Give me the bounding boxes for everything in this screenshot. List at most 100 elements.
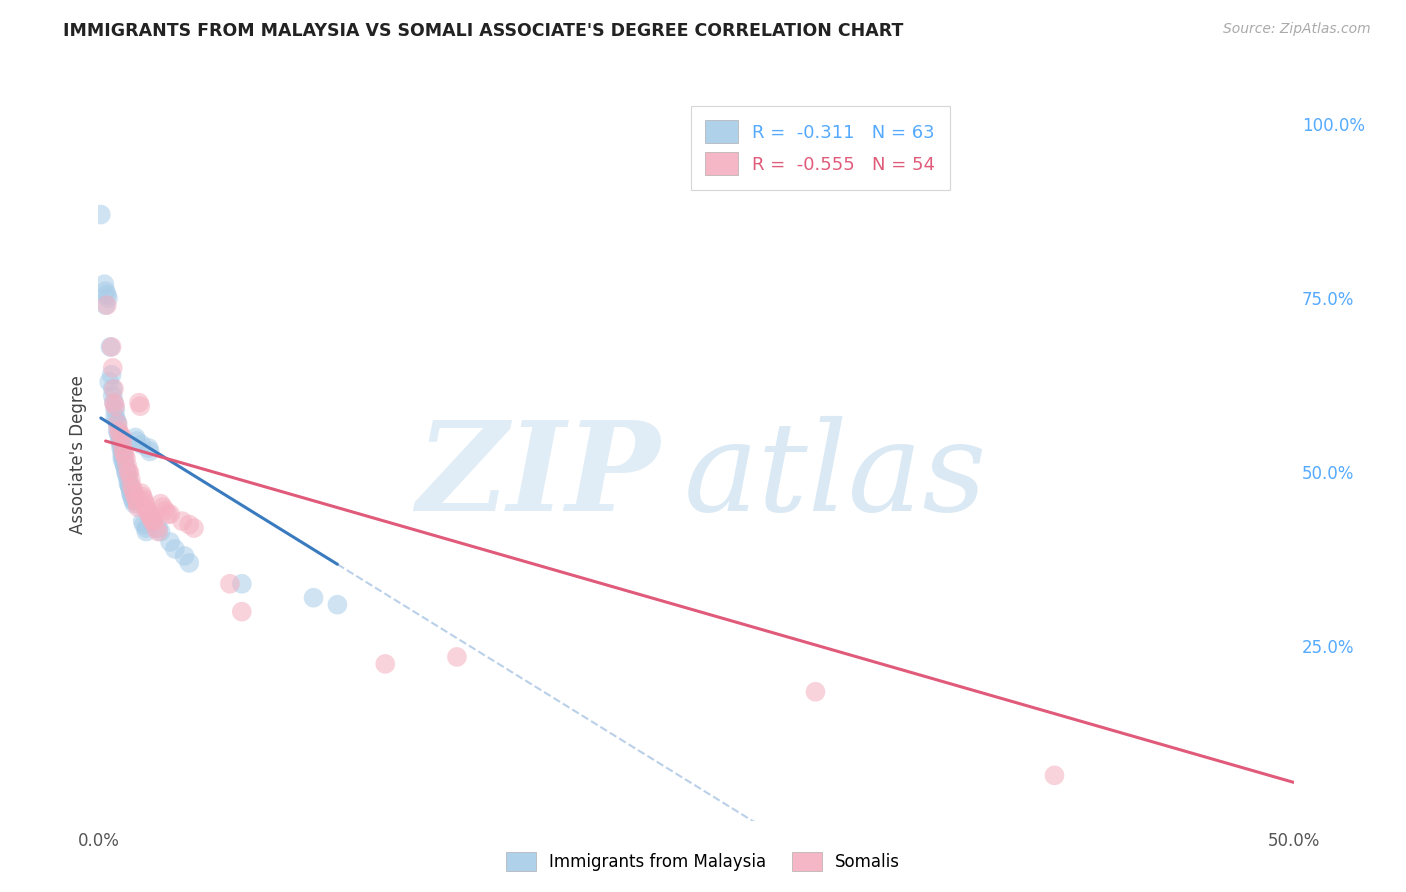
Point bbox=[135, 500, 157, 515]
Point bbox=[132, 493, 155, 508]
Point bbox=[148, 524, 170, 539]
Point bbox=[446, 649, 468, 664]
Point bbox=[128, 395, 150, 409]
Point bbox=[139, 444, 162, 458]
Point bbox=[101, 389, 124, 403]
Point bbox=[101, 382, 124, 396]
Point bbox=[231, 605, 253, 619]
Point bbox=[115, 462, 138, 476]
Point bbox=[149, 497, 172, 511]
Point bbox=[111, 451, 134, 466]
Point bbox=[131, 514, 153, 528]
Point bbox=[139, 510, 162, 524]
Point bbox=[163, 541, 186, 556]
Point bbox=[159, 507, 181, 521]
Point bbox=[107, 424, 129, 438]
Point bbox=[122, 493, 145, 508]
Point bbox=[159, 535, 181, 549]
Point bbox=[122, 483, 145, 497]
Point bbox=[124, 497, 146, 511]
Point bbox=[115, 466, 138, 480]
Point bbox=[114, 458, 136, 473]
Point bbox=[134, 497, 156, 511]
Point bbox=[108, 427, 131, 442]
Legend: R =  -0.311   N = 63, R =  -0.555   N = 54: R = -0.311 N = 63, R = -0.555 N = 54 bbox=[690, 105, 950, 190]
Point bbox=[101, 360, 124, 375]
Point bbox=[149, 524, 172, 539]
Point bbox=[112, 451, 135, 466]
Point bbox=[124, 430, 146, 444]
Point bbox=[118, 479, 141, 493]
Point bbox=[124, 490, 146, 504]
Point bbox=[115, 458, 138, 473]
Point bbox=[124, 486, 146, 500]
Point bbox=[139, 507, 162, 521]
Point bbox=[145, 521, 167, 535]
Point bbox=[231, 576, 253, 591]
Point bbox=[156, 507, 179, 521]
Point bbox=[111, 437, 134, 451]
Point bbox=[114, 448, 136, 462]
Point bbox=[155, 503, 177, 517]
Point bbox=[107, 417, 129, 431]
Point bbox=[120, 486, 142, 500]
Point bbox=[111, 430, 134, 444]
Point bbox=[120, 483, 142, 497]
Point bbox=[94, 284, 117, 298]
Point bbox=[90, 208, 112, 222]
Point bbox=[117, 475, 139, 490]
Point bbox=[111, 444, 134, 458]
Point bbox=[93, 277, 115, 292]
Point bbox=[131, 437, 153, 451]
Point bbox=[104, 402, 127, 417]
Point bbox=[115, 451, 138, 466]
Point bbox=[219, 576, 242, 591]
Text: Source: ZipAtlas.com: Source: ZipAtlas.com bbox=[1223, 22, 1371, 37]
Point bbox=[111, 448, 134, 462]
Point bbox=[110, 437, 132, 451]
Point bbox=[104, 399, 127, 413]
Point bbox=[96, 298, 118, 312]
Point bbox=[139, 514, 162, 528]
Point bbox=[804, 685, 827, 699]
Point bbox=[124, 493, 146, 508]
Point bbox=[110, 441, 132, 455]
Point bbox=[105, 413, 128, 427]
Point bbox=[125, 493, 148, 508]
Point bbox=[302, 591, 325, 605]
Point bbox=[141, 514, 163, 528]
Text: atlas: atlas bbox=[685, 416, 987, 538]
Point bbox=[131, 486, 153, 500]
Point bbox=[127, 500, 149, 515]
Point bbox=[107, 417, 129, 431]
Y-axis label: Associate's Degree: Associate's Degree bbox=[69, 376, 87, 534]
Point bbox=[120, 472, 142, 486]
Point bbox=[118, 466, 141, 480]
Point bbox=[98, 375, 121, 389]
Point bbox=[129, 399, 152, 413]
Point bbox=[100, 368, 122, 382]
Point bbox=[98, 340, 122, 354]
Point bbox=[115, 468, 138, 483]
Point bbox=[112, 444, 135, 458]
Point bbox=[108, 434, 131, 448]
Point bbox=[138, 441, 160, 455]
Point bbox=[121, 490, 143, 504]
Point bbox=[183, 521, 205, 535]
Point bbox=[152, 500, 174, 515]
Point bbox=[103, 382, 125, 396]
Point bbox=[117, 472, 139, 486]
Point bbox=[326, 598, 349, 612]
Point bbox=[173, 549, 195, 563]
Point bbox=[127, 497, 149, 511]
Point bbox=[148, 521, 170, 535]
Point bbox=[136, 503, 159, 517]
Point bbox=[103, 395, 125, 409]
Point bbox=[117, 466, 139, 480]
Point bbox=[118, 479, 141, 493]
Point bbox=[114, 458, 136, 473]
Point bbox=[138, 507, 160, 521]
Point bbox=[131, 490, 153, 504]
Point bbox=[121, 486, 143, 500]
Point bbox=[115, 466, 138, 480]
